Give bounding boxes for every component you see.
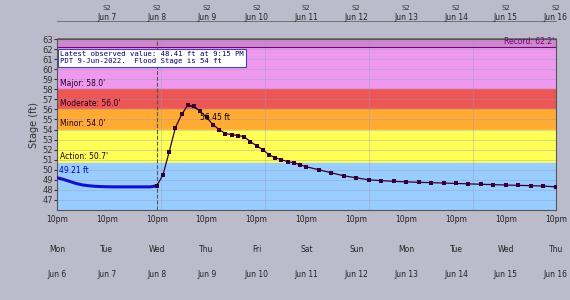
Text: S2: S2 (202, 4, 211, 10)
Text: Jun 13: Jun 13 (394, 270, 418, 279)
Text: Thu: Thu (548, 244, 563, 253)
Text: 10pm: 10pm (445, 214, 467, 224)
Text: Jun 8: Jun 8 (147, 270, 166, 279)
Text: S2: S2 (103, 4, 111, 10)
Bar (57, 110, 556, 130)
Text: 10pm: 10pm (295, 214, 317, 224)
Text: Jun 7: Jun 7 (97, 270, 116, 279)
Text: Action: 50.7': Action: 50.7' (60, 152, 108, 161)
Text: Jun 9: Jun 9 (197, 14, 216, 22)
Text: Jun 8: Jun 8 (147, 14, 166, 22)
Text: 10pm: 10pm (146, 214, 168, 224)
Text: S2: S2 (551, 4, 560, 10)
Text: Latest observed value: 48.41 ft at 9:15 PM
PDT 9-Jun-2022.  Flood Stage is 54 ft: Latest observed value: 48.41 ft at 9:15 … (60, 51, 244, 64)
Text: Jun 9: Jun 9 (197, 270, 216, 279)
Text: Moderate: 56.0': Moderate: 56.0' (60, 99, 121, 108)
Text: Jun 12: Jun 12 (344, 14, 368, 22)
Text: Jun 15: Jun 15 (494, 14, 518, 22)
Text: 10pm: 10pm (246, 214, 267, 224)
Text: Major: 58.0': Major: 58.0' (60, 79, 105, 88)
Text: 10pm: 10pm (46, 214, 68, 224)
Text: Wed: Wed (149, 244, 165, 253)
Text: Jun 14: Jun 14 (444, 14, 468, 22)
Text: 10pm: 10pm (395, 214, 417, 224)
Bar (57, 29, 556, 47)
Text: Fri: Fri (252, 244, 261, 253)
Text: Minor: 54.0': Minor: 54.0' (60, 119, 105, 128)
Text: Tue: Tue (450, 244, 462, 253)
Text: Jun 10: Jun 10 (245, 14, 268, 22)
Text: Jun 16: Jun 16 (544, 270, 568, 279)
Text: Jun 11: Jun 11 (295, 14, 318, 22)
Text: Mon: Mon (49, 244, 65, 253)
Text: Sat: Sat (300, 244, 313, 253)
Text: S2: S2 (402, 4, 410, 10)
Bar (57, 163, 556, 210)
Text: Record: 62.2': Record: 62.2' (503, 37, 553, 46)
Text: Wed: Wed (498, 244, 514, 253)
Text: Jun 13: Jun 13 (394, 14, 418, 22)
Text: Jun 15: Jun 15 (494, 270, 518, 279)
Text: Jun 16: Jun 16 (544, 14, 568, 22)
Text: Tue: Tue (100, 244, 113, 253)
Text: Jun 6: Jun 6 (47, 270, 67, 279)
Text: 10pm: 10pm (345, 214, 367, 224)
Text: S2: S2 (302, 4, 311, 10)
Bar (57, 130, 556, 163)
Text: Sun: Sun (349, 244, 364, 253)
Text: Jun 10: Jun 10 (245, 270, 268, 279)
Bar (57, 47, 556, 89)
Text: S2: S2 (152, 4, 161, 10)
Text: S2: S2 (252, 4, 261, 10)
Text: S2: S2 (352, 4, 361, 10)
Text: Jun 12: Jun 12 (344, 270, 368, 279)
Bar (57, 89, 556, 110)
Text: Jun 7: Jun 7 (97, 14, 116, 22)
Text: Jun 14: Jun 14 (444, 270, 468, 279)
Text: 10pm: 10pm (545, 214, 567, 224)
Y-axis label: Stage (ft): Stage (ft) (29, 101, 39, 148)
Text: Mon: Mon (398, 244, 414, 253)
Text: Jun 11: Jun 11 (295, 270, 318, 279)
Text: 49.21 ft: 49.21 ft (59, 166, 89, 175)
Text: Thu: Thu (200, 244, 214, 253)
Text: 56.45 ft: 56.45 ft (190, 106, 230, 122)
Text: 10pm: 10pm (96, 214, 118, 224)
Text: S2: S2 (502, 4, 510, 10)
Text: 10pm: 10pm (495, 214, 517, 224)
Text: S2: S2 (451, 4, 461, 10)
Text: 10pm: 10pm (196, 214, 218, 224)
